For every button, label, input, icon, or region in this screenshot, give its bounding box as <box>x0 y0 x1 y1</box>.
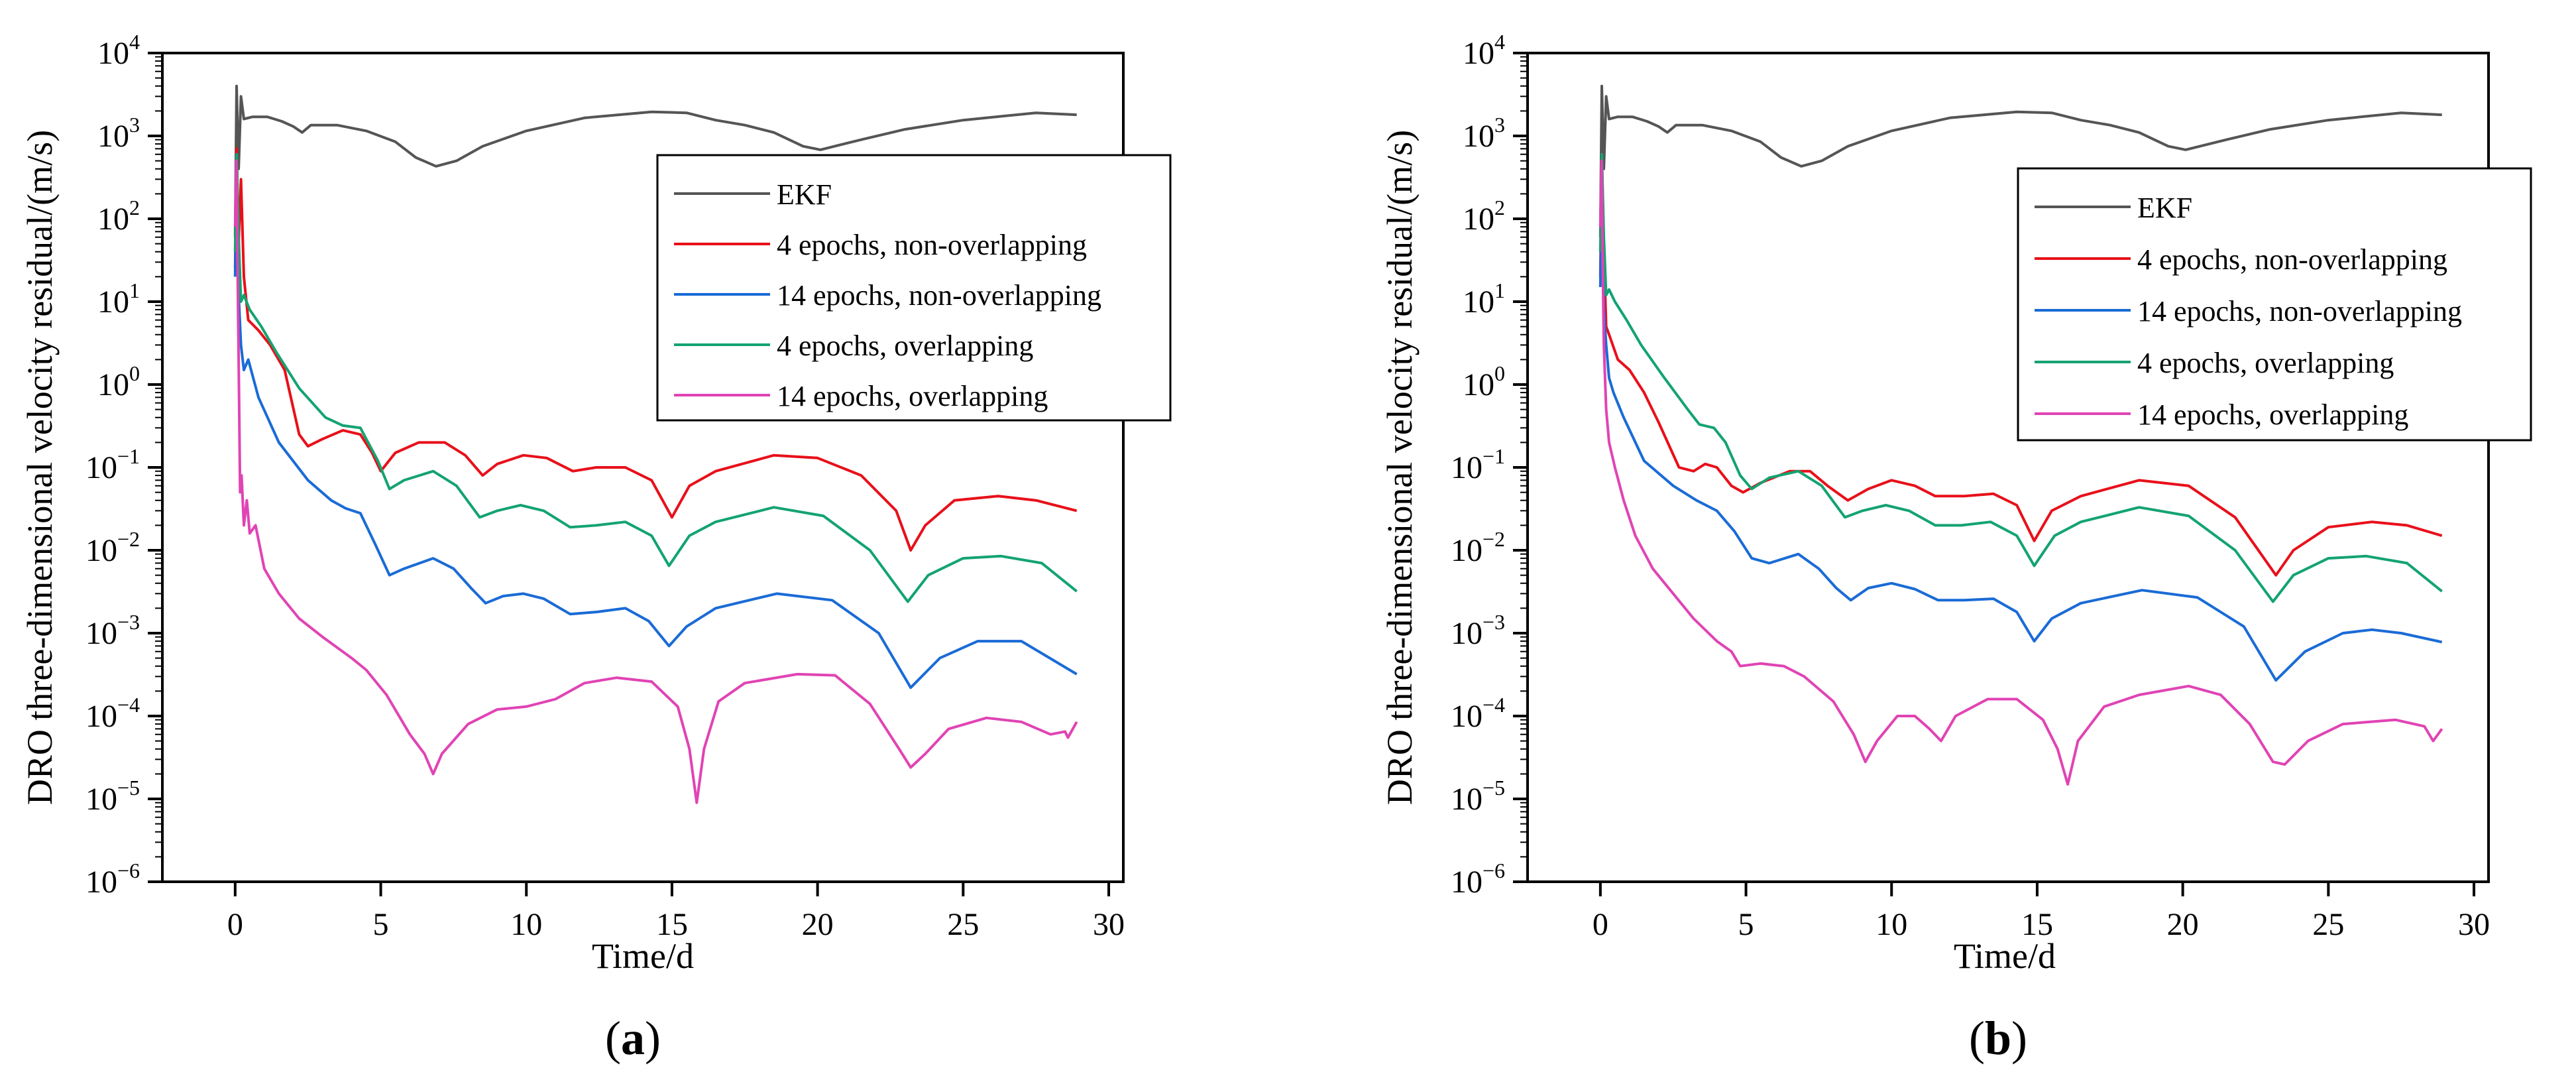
x-tick-label: 10 <box>1876 907 1907 942</box>
y-tick-label: 10−4 <box>85 693 140 734</box>
panel-label-b: (b) <box>1969 1012 2027 1065</box>
x-tick-label: 20 <box>2167 907 2199 942</box>
y-tick-label: 10−6 <box>85 859 140 900</box>
x-tick-label: 30 <box>2458 907 2490 942</box>
panel-label-a: (a) <box>605 1012 661 1065</box>
y-tick-label: 104 <box>1463 30 1505 71</box>
x-tick-label: 5 <box>1738 907 1754 942</box>
series-line-4-epochs-overlapping <box>1598 152 2443 603</box>
x-tick-label: 25 <box>947 907 979 942</box>
y-tick-label: 100 <box>97 361 140 402</box>
legend-label: 4 epochs, non-overlapping <box>777 229 1087 261</box>
legend-label: EKF <box>777 178 832 211</box>
legend-label: 14 epochs, overlapping <box>2137 398 2408 431</box>
legend-label: EKF <box>2137 192 2192 224</box>
y-tick-label: 10−2 <box>85 527 140 568</box>
chart-panel-b: 0 5 10 15 20 25 30 10−6 10−5 10−4 10−3 10−2 10−1 100 1… <box>1380 30 2532 1065</box>
legend-box <box>656 154 1172 422</box>
series-line-14-epochs-overlapping <box>233 159 1078 804</box>
y-tick-label: 100 <box>1463 361 1505 402</box>
y-tick-label: 10−6 <box>1451 859 1505 900</box>
legend-label: 14 epochs, non-overlapping <box>777 279 1101 312</box>
y-tick-label: 103 <box>97 113 140 154</box>
y-tick-label: 10−3 <box>1451 610 1505 651</box>
legend-label: 4 epochs, non-overlapping <box>2137 243 2447 276</box>
y-axis-label: DRO three-dimensional velocity residual/… <box>1380 130 1420 805</box>
y-tick-label: 104 <box>97 30 140 71</box>
series-line-14-epochs-non-overlapping <box>1598 178 2443 682</box>
legend: EKF 4 epochs, non-overlapping 14 epochs, n… <box>2017 167 2532 442</box>
y-tick-label: 101 <box>1463 278 1505 320</box>
y-tick-label: 103 <box>1463 113 1505 154</box>
chart-panel-a: 0 5 10 15 20 25 30 10−6 10−5 10−4 10−3 10−2 10−1 100 1… <box>20 30 1172 1065</box>
x-tick-label: 15 <box>2021 907 2053 942</box>
x-tick-label: 20 <box>802 907 834 942</box>
y-tick-label: 10−3 <box>85 610 140 651</box>
y-tick-label: 10−5 <box>85 776 140 817</box>
x-tick-label: 30 <box>1093 907 1125 942</box>
legend-label: 4 epochs, overlapping <box>2137 347 2394 379</box>
y-tick-label: 10−1 <box>85 444 140 485</box>
y-tick-label: 10−5 <box>1451 776 1505 817</box>
x-axis-label: Time/d <box>1954 936 2056 976</box>
y-tick-label: 10−4 <box>1451 693 1505 734</box>
x-tick-label: 10 <box>510 907 542 942</box>
y-tick-label: 10−1 <box>1451 444 1505 485</box>
series-line-14-epochs-non-overlapping <box>233 184 1078 690</box>
y-tick-label: 101 <box>97 278 140 320</box>
y-tick-label: 10−2 <box>1451 527 1505 568</box>
y-axis-label: DRO three-dimensional velocity residual/… <box>20 130 60 805</box>
series-line-14-epochs-overlapping <box>1598 159 2443 786</box>
legend-label: 14 epochs, overlapping <box>777 380 1048 412</box>
series-line-ekf <box>233 84 1077 237</box>
series-line-4-epochs-non-overlapping <box>233 147 1078 552</box>
x-tick-label: 0 <box>227 907 243 942</box>
y-tick-label: 102 <box>1463 196 1505 237</box>
x-tick-label: 25 <box>2312 907 2344 942</box>
y-tick-label: 102 <box>97 196 140 237</box>
legend-label: 4 epochs, overlapping <box>777 330 1033 362</box>
series-line-4-epochs-non-overlapping <box>1598 152 2443 577</box>
legend-box <box>2017 167 2532 442</box>
x-tick-label: 5 <box>373 907 389 942</box>
x-tick-label: 0 <box>1593 907 1608 942</box>
series-line-4-epochs-overlapping <box>233 152 1078 603</box>
x-axis-label: Time/d <box>592 936 694 976</box>
legend: EKF 4 epochs, non-overlapping 14 epochs, n… <box>656 154 1172 422</box>
series-line-ekf <box>1598 84 2442 237</box>
x-tick-label: 15 <box>656 907 688 942</box>
legend-label: 14 epochs, non-overlapping <box>2137 295 2462 328</box>
